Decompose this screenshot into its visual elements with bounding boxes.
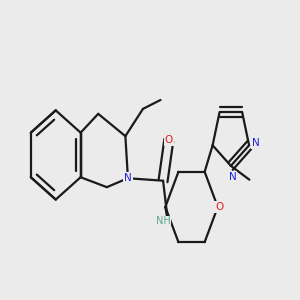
Text: N: N [252,138,260,148]
Text: N: N [229,172,236,182]
Text: N: N [124,173,132,183]
Text: O: O [215,202,224,212]
Text: NH: NH [156,216,170,226]
Text: O: O [165,135,173,145]
